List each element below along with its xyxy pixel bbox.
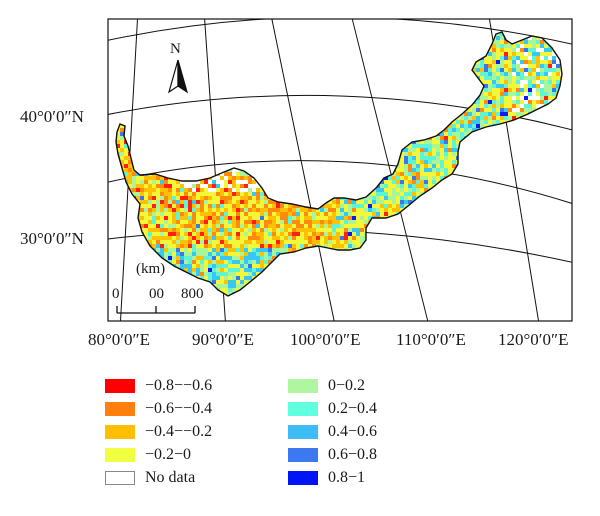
legend-item: −0.6−−0.4 (105, 397, 212, 420)
legend-swatch (105, 447, 135, 462)
legend-label: −0.2−0 (145, 445, 192, 463)
legend-item: 0.6−0.8 (288, 443, 377, 466)
legend-item: 0.8−1 (288, 466, 377, 489)
longitude-label-110: 110°0′0″E (396, 330, 466, 349)
legend-item: −0.4−−0.2 (105, 420, 212, 443)
legend-label: 0.6−0.8 (328, 445, 378, 463)
legend-label: 0.8−1 (328, 468, 366, 486)
legend-swatch (288, 424, 318, 439)
scale-tick-label-mid: 00 (149, 286, 164, 302)
legend-swatch (105, 378, 135, 393)
longitude-label-90: 90°0′0″E (192, 330, 254, 349)
legend-label: 0.2−0.4 (328, 399, 378, 417)
scale-tick-label-800: 800 (181, 286, 204, 302)
longitude-label-120: 120°0′0″E (498, 330, 569, 349)
legend-swatch-no-data (105, 470, 135, 485)
legend-label: −0.6−−0.4 (145, 399, 213, 417)
legend-label: 0.4−0.6 (328, 422, 378, 440)
legend-label: −0.8−−0.6 (145, 376, 213, 394)
legend-swatch (288, 447, 318, 462)
legend-column-left: −0.8−−0.6 −0.6−−0.4 −0.4−−0.2 −0.2−0 No … (105, 374, 212, 489)
legend-swatch (105, 424, 135, 439)
legend-label: −0.4−−0.2 (145, 422, 213, 440)
legend-item: −0.2−0 (105, 443, 212, 466)
legend-item: 0.4−0.6 (288, 420, 377, 443)
north-arrow-icon (167, 59, 189, 94)
legend-swatch (288, 401, 318, 416)
legend-label: No data (145, 468, 196, 486)
legend-swatch (288, 470, 318, 485)
meridian-lon-100 (271, 19, 335, 321)
scale-bar (116, 306, 196, 314)
parallel-lat-45 (108, 19, 572, 45)
meridian-lon-110 (351, 19, 429, 321)
latitude-label-30: 30°0′0″N (20, 229, 84, 248)
legend-label: 0−0.2 (328, 376, 366, 394)
parallel-lat-35 (108, 160, 572, 205)
legend-item: −0.8−−0.6 (105, 374, 212, 397)
scale-tick-label-0: 0 (112, 286, 120, 302)
legend-item: 0.2−0.4 (288, 397, 377, 420)
legend-item: 0−0.2 (288, 374, 377, 397)
latitude-label-40: 40°0′0″N (20, 107, 84, 126)
longitude-label-80: 80°0′0″E (88, 330, 150, 349)
legend-column-right: 0−0.2 0.2−0.4 0.4−0.6 0.6−0.8 0.8−1 (288, 374, 377, 489)
legend-item: No data (105, 466, 212, 489)
longitude-label-100: 100°0′0″E (290, 330, 361, 349)
legend: −0.8−−0.6 −0.6−−0.4 −0.4−−0.2 −0.2−0 No … (105, 374, 525, 504)
map-border (107, 18, 573, 322)
scale-unit-label: (km) (136, 261, 166, 277)
legend-swatch (288, 378, 318, 393)
legend-swatch (105, 401, 135, 416)
map-content (108, 19, 572, 321)
north-label: N (170, 41, 181, 57)
